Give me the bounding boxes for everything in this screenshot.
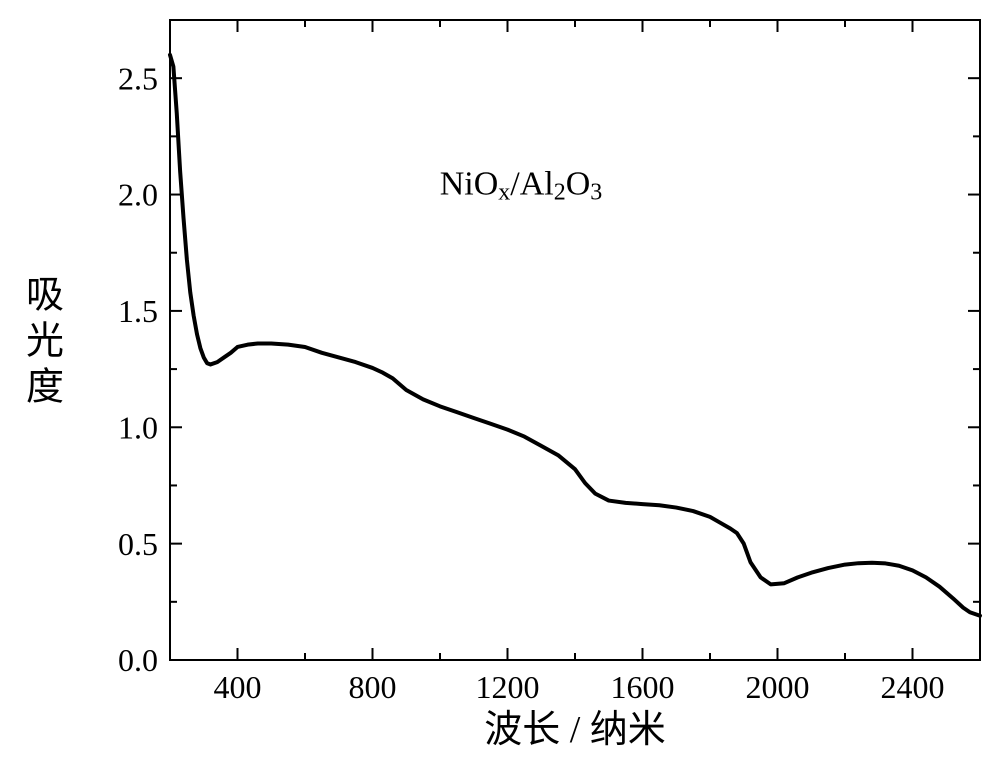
svg-text:2.0: 2.0: [118, 177, 158, 213]
svg-text:2.5: 2.5: [118, 60, 158, 96]
absorbance-spectrum-chart: 400 800 1200 1600 2000 2400 0.0 0.5 1.0 1.5 2.0 2.5…: [0, 0, 1000, 763]
svg-text:光: 光: [26, 320, 64, 362]
svg-text:0.0: 0.0: [118, 642, 158, 678]
svg-text:1600: 1600: [611, 669, 675, 705]
svg-text:2000: 2000: [746, 669, 810, 705]
svg-text:800: 800: [349, 669, 397, 705]
svg-text:1200: 1200: [476, 669, 540, 705]
svg-text:吸: 吸: [26, 274, 64, 316]
svg-text:1.0: 1.0: [118, 409, 158, 445]
svg-text:NiOx/Al2O3: NiOx/Al2O3: [440, 166, 603, 206]
svg-text:400: 400: [214, 669, 262, 705]
svg-text:波长 / 纳米: 波长 / 纳米: [484, 709, 666, 751]
svg-text:0.5: 0.5: [118, 526, 158, 562]
svg-text:2400: 2400: [881, 669, 945, 705]
svg-text:1.5: 1.5: [118, 293, 158, 329]
svg-text:度: 度: [26, 366, 64, 408]
